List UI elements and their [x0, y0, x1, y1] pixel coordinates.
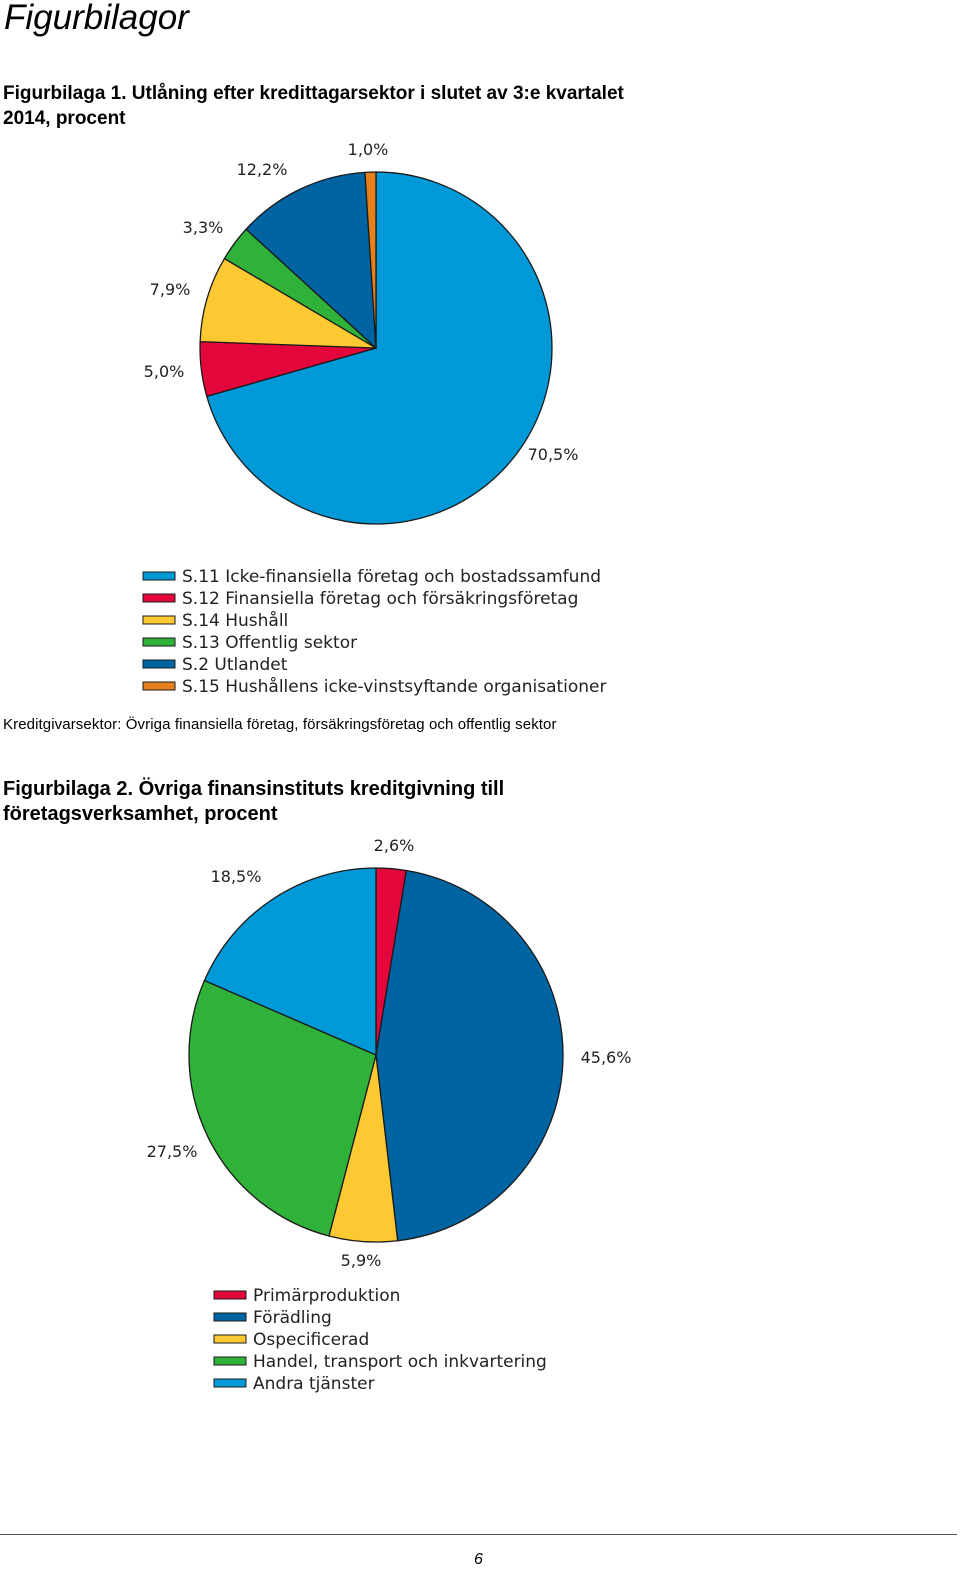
chart2-slice-5: [203, 867, 377, 1056]
figure-2-title-line-1: Figurbilaga 2. Övriga finansinstituts kr…: [3, 778, 505, 800]
chart1-slice-label-4: 3,3%: [183, 218, 224, 237]
figure-1-pie-chart: 70,5% 5,0% 7,9% 3,3% 12,2% 1,0% S.11 Icke-fin…: [142, 140, 607, 697]
chart2-legend-label-1: Primärproduktion: [253, 1286, 400, 1306]
chart2-slice-2: [375, 869, 564, 1242]
figure-2-slice-labels: 2,6% 45,6% 5,9% 27,5% 18,5%: [147, 836, 632, 1270]
chart2-slice-label-3: 5,9%: [341, 1251, 382, 1270]
chart1-legend-swatch-5: [142, 659, 176, 669]
figure-1-note: Kreditgivarsektor: Övriga finansiella fö…: [3, 716, 557, 733]
chart1-slice-label-3: 7,9%: [150, 280, 191, 299]
chart2-legend-label-4: Handel, transport och inkvartering: [253, 1352, 547, 1372]
figure-1-title: Figurbilaga 1. Utlåning efter kredittaga…: [3, 81, 624, 131]
chart2-slice-label-1: 2,6%: [374, 836, 415, 855]
figure-2-title: Figurbilaga 2. Övriga finansinstituts kr…: [3, 777, 504, 827]
chart1-legend-label-6: S.15 Hushållens icke-vinstsyftande organ…: [182, 676, 607, 697]
chart1-legend-label-1: S.11 Icke-finansiella företag och bostad…: [182, 567, 601, 587]
chart1-slice-6: [364, 171, 377, 349]
figure-1-legend: S.11 Icke-finansiella företag och bostad…: [142, 567, 607, 697]
footer-rule: [0, 1534, 957, 1535]
chart1-slice-1: [206, 171, 553, 525]
chart1-legend-label-3: S.14 Hushåll: [182, 610, 288, 631]
chart2-legend-label-5: Andra tjänster: [253, 1374, 375, 1394]
chart1-slice-label-6: 1,0%: [348, 140, 389, 159]
chart1-legend-label-5: S.2 Utlandet: [182, 655, 288, 675]
chart2-legend-label-3: Ospecificerad: [253, 1330, 369, 1350]
chart2-legend-swatch-1: [213, 1290, 247, 1300]
chart1-slice-label-5: 12,2%: [237, 160, 288, 179]
figure-1-title-line-1: Figurbilaga 1. Utlåning efter kredittaga…: [3, 83, 624, 104]
chart2-legend-swatch-5: [213, 1378, 247, 1388]
chart2-slice-label-2: 45,6%: [581, 1048, 632, 1067]
figure-1-title-line-2: 2014, procent: [3, 108, 126, 129]
chart1-legend-swatch-6: [142, 681, 176, 691]
chart1-slice-label-2: 5,0%: [144, 362, 185, 381]
chart2-slice-label-5: 18,5%: [211, 867, 262, 886]
chart1-legend-label-4: S.13 Offentlig sektor: [182, 633, 357, 653]
chart2-slice-label-4: 27,5%: [147, 1142, 198, 1161]
chart1-legend-swatch-4: [142, 637, 176, 647]
chart2-legend-swatch-3: [213, 1334, 247, 1344]
chart1-legend-swatch-1: [142, 571, 176, 581]
chart2-legend-swatch-4: [213, 1356, 247, 1366]
chart2-legend-label-2: Förädling: [253, 1308, 332, 1328]
chart1-legend-swatch-3: [142, 615, 176, 625]
chart1-slice-5: [245, 171, 377, 349]
figure-2-slices: [188, 867, 564, 1243]
figure-1-slice-labels: 70,5% 5,0% 7,9% 3,3% 12,2% 1,0%: [144, 140, 579, 464]
figure-2-pie-chart: 2,6% 45,6% 5,9% 27,5% 18,5% Primärproduktion…: [147, 836, 632, 1394]
figure-2-legend: PrimärproduktionFörädlingOspecificeradHa…: [213, 1286, 547, 1394]
chart2-legend-swatch-2: [213, 1312, 247, 1322]
chart2-slice-4: [188, 979, 377, 1237]
figure-2-title-line-2: företagsverksamhet, procent: [3, 803, 278, 825]
figure-1-slices: [199, 171, 553, 525]
chart1-legend-swatch-2: [142, 593, 176, 603]
chart1-legend-label-2: S.12 Finansiella företag och försäkrings…: [182, 589, 578, 609]
page-number: 6: [474, 1551, 483, 1568]
chart1-slice-label-1: 70,5%: [528, 445, 579, 464]
page-heading: Figurbilagor: [4, 0, 189, 37]
